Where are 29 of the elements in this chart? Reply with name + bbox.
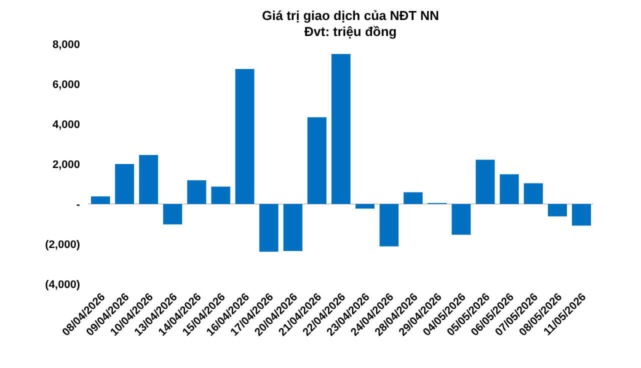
bar <box>307 117 326 204</box>
bar <box>91 196 110 204</box>
bar <box>476 160 495 204</box>
bar <box>283 204 302 251</box>
chart-title: Giá trị giao dịch của NĐT NN <box>261 8 440 24</box>
chart-subtitle: Đvt: triệu đồng <box>303 24 398 40</box>
bar <box>163 204 182 224</box>
y-tick-label: 4,000 <box>52 118 80 131</box>
bar <box>452 204 471 235</box>
bar <box>548 204 567 216</box>
bar <box>572 204 591 226</box>
bar <box>380 204 399 246</box>
y-tick-label: - <box>76 198 80 211</box>
bar <box>259 204 278 252</box>
y-tick-label: 2,000 <box>52 158 80 171</box>
bar <box>331 54 350 204</box>
bar <box>404 192 423 204</box>
bar <box>211 186 230 204</box>
bar <box>524 183 543 204</box>
y-tick-label: 8,000 <box>52 38 80 51</box>
bar <box>115 164 134 204</box>
y-tick-label: (2,000) <box>45 238 80 251</box>
bar <box>139 155 158 204</box>
bar <box>356 204 375 209</box>
bar <box>500 174 519 204</box>
bar <box>187 180 206 204</box>
y-tick-label: (4,000) <box>45 278 80 291</box>
bar <box>235 69 254 204</box>
y-tick-label: 6,000 <box>52 78 80 91</box>
